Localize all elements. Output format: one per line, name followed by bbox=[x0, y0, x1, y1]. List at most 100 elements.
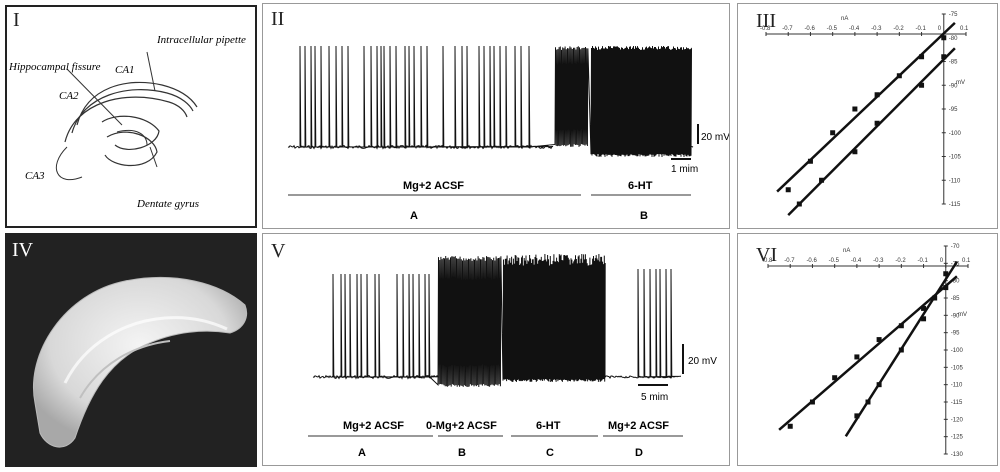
y-tick-label-iii: -115 bbox=[949, 202, 961, 208]
y-tick-label-vi: -115 bbox=[951, 400, 963, 406]
label-dentate-gyrus: Dentate gyrus bbox=[136, 198, 199, 210]
panel-i-label: I bbox=[13, 9, 20, 31]
y-tick-label-vi: -110 bbox=[951, 383, 963, 389]
x-tick-label-vi: -0.6 bbox=[806, 258, 817, 264]
data-point-iii-1 bbox=[852, 149, 858, 155]
condition-label-v-b: 0-Mg+2 ACSF bbox=[426, 420, 497, 432]
fit-line-iii-1 bbox=[787, 47, 956, 217]
y-tick-label-iii: -75 bbox=[949, 12, 958, 18]
y-tick-label-iii: -85 bbox=[949, 60, 958, 66]
y-tick-label-iii: -80 bbox=[949, 36, 958, 42]
x-tick-label-iii: 0 bbox=[938, 26, 942, 32]
fit-line-vi-0 bbox=[778, 275, 958, 431]
data-point-vi-1 bbox=[876, 382, 882, 388]
membrane-trace-ii bbox=[287, 45, 694, 157]
y-tick-label-vi: -95 bbox=[951, 331, 960, 337]
y-tick-label-vi: -85 bbox=[951, 296, 960, 302]
panel-ii: II 20 mV 1 mim Mg+2 ACSF 6-HT A B bbox=[262, 3, 730, 229]
x-tick-label-iii: -0.3 bbox=[871, 26, 882, 32]
x-tick-label-vi: -0.5 bbox=[829, 258, 840, 264]
scale-label-time-v: 5 mim bbox=[641, 392, 668, 403]
iv-plot-vi: -0.8 -0.7 -0.6 -0.5 -0.4 -0.3 -0.2 -0.1 0 0.1 -70 -… bbox=[762, 244, 971, 458]
hippocampal-slice-photo bbox=[33, 276, 248, 448]
data-point-vi-0 bbox=[854, 354, 860, 360]
panel-v: V 20 mV 5 mim Mg+2 ACSF 0-Mg+2 ACSF 6-HT… bbox=[262, 233, 730, 466]
label-hippocampal-fissure: Hippocampal fissure bbox=[8, 61, 101, 73]
data-point-vi-0 bbox=[921, 305, 927, 311]
y-tick-label-vi: -125 bbox=[951, 435, 964, 441]
scale-label-voltage-ii: 20 mV bbox=[701, 132, 729, 143]
x-tick-label-vi: -0.2 bbox=[895, 258, 906, 264]
data-point-vi-0 bbox=[832, 375, 838, 381]
y-tick-label-iii: -90 bbox=[949, 83, 958, 89]
panel-iii-label: III bbox=[756, 10, 776, 32]
data-point-iii-0 bbox=[785, 187, 791, 193]
section-letter-ii-a: A bbox=[410, 210, 418, 222]
panel-vi: VI -0.8 -0.7 -0.6 -0.5 -0.4 -0.3 -0.2 -0.1 0 0.1-… bbox=[737, 233, 998, 466]
section-letter-v-b: B bbox=[458, 447, 466, 459]
panel-iii: III -0.8 -0.7 -0.6 -0.5 -0.4 -0.3 -0.2 -0.1 0 0.1… bbox=[737, 3, 998, 229]
section-letter-v-a: A bbox=[358, 447, 366, 459]
hippocampus-schematic: Intracellular pipette Hippocampal fissur… bbox=[8, 34, 246, 210]
panel-i: I Intracellular pipette Hippocampal fiss… bbox=[5, 5, 257, 228]
data-point-vi-1 bbox=[921, 316, 927, 322]
data-point-vi-0 bbox=[943, 285, 949, 291]
y-tick-label-vi: -100 bbox=[951, 348, 964, 354]
x-tick-label-vi: -0.4 bbox=[851, 258, 862, 264]
condition-label-v-d: Mg+2 ACSF bbox=[608, 420, 669, 432]
data-point-vi-0 bbox=[876, 337, 882, 343]
data-point-iii-1 bbox=[941, 54, 947, 60]
data-point-iii-0 bbox=[830, 130, 836, 136]
x-tick-label-iii: -0.7 bbox=[782, 26, 793, 32]
data-point-iii-1 bbox=[796, 201, 802, 207]
data-point-vi-1 bbox=[854, 413, 860, 419]
x-tick-label-iii: -0.6 bbox=[804, 26, 815, 32]
x-tick-label-iii: -0.2 bbox=[893, 26, 904, 32]
iv-plot-iii: -0.8 -0.7 -0.6 -0.5 -0.4 -0.3 -0.2 -0.1 0 0.1 -75 -… bbox=[760, 12, 969, 217]
section-letter-v-d: D bbox=[635, 447, 643, 459]
data-point-vi-0 bbox=[787, 423, 793, 429]
data-point-vi-1 bbox=[865, 399, 871, 405]
y-tick-label-iii: -105 bbox=[949, 155, 962, 161]
y-axis-label-vi: mV bbox=[958, 312, 967, 318]
membrane-trace-v bbox=[312, 253, 682, 387]
section-letter-ii-b: B bbox=[640, 210, 648, 222]
x-tick-label-vi: 0 bbox=[940, 258, 944, 264]
data-point-iii-0 bbox=[807, 158, 813, 164]
data-point-iii-1 bbox=[874, 120, 880, 126]
label-ca1: CA1 bbox=[115, 64, 135, 76]
data-point-vi-0 bbox=[898, 323, 904, 329]
data-point-vi-0 bbox=[809, 399, 815, 405]
y-tick-label-iii: -110 bbox=[949, 178, 961, 184]
data-point-iii-0 bbox=[874, 92, 880, 98]
x-tick-label-vi: -0.3 bbox=[873, 258, 884, 264]
y-tick-label-iii: -100 bbox=[949, 131, 962, 137]
x-tick-label-vi: -0.8 bbox=[762, 258, 773, 264]
x-tick-label-vi: -0.1 bbox=[918, 258, 929, 264]
y-tick-label-vi: -80 bbox=[951, 279, 960, 285]
data-point-vi-1 bbox=[932, 295, 938, 301]
x-tick-label-iii: -0.4 bbox=[849, 26, 860, 32]
y-axis-label-iii: mV bbox=[956, 80, 965, 86]
x-tick-label-iii: 0.1 bbox=[960, 26, 969, 32]
x-axis-label-vi: nA bbox=[843, 248, 850, 254]
panel-ii-label: II bbox=[271, 8, 285, 30]
panel-vi-label: VI bbox=[756, 244, 778, 266]
x-tick-label-iii: -0.1 bbox=[916, 26, 927, 32]
x-axis-label-iii: nA bbox=[841, 16, 848, 22]
data-point-iii-0 bbox=[852, 106, 858, 112]
panel-iv: IV bbox=[5, 233, 257, 467]
y-tick-label-vi: -105 bbox=[951, 365, 964, 371]
data-point-iii-1 bbox=[919, 82, 925, 88]
panel-v-label: V bbox=[271, 240, 286, 262]
data-point-iii-0 bbox=[919, 54, 925, 60]
scale-label-voltage-v: 20 mV bbox=[688, 356, 717, 367]
y-tick-label-vi: -130 bbox=[951, 452, 964, 458]
x-tick-label-iii: -0.5 bbox=[827, 26, 838, 32]
condition-label-v-a: Mg+2 ACSF bbox=[343, 420, 404, 432]
y-tick-label-vi: -70 bbox=[951, 244, 960, 250]
data-point-iii-0 bbox=[941, 35, 947, 41]
section-letter-v-c: C bbox=[546, 447, 554, 459]
label-ca3: CA3 bbox=[25, 170, 45, 182]
condition-label-ii-b: 6-HT bbox=[628, 180, 653, 192]
